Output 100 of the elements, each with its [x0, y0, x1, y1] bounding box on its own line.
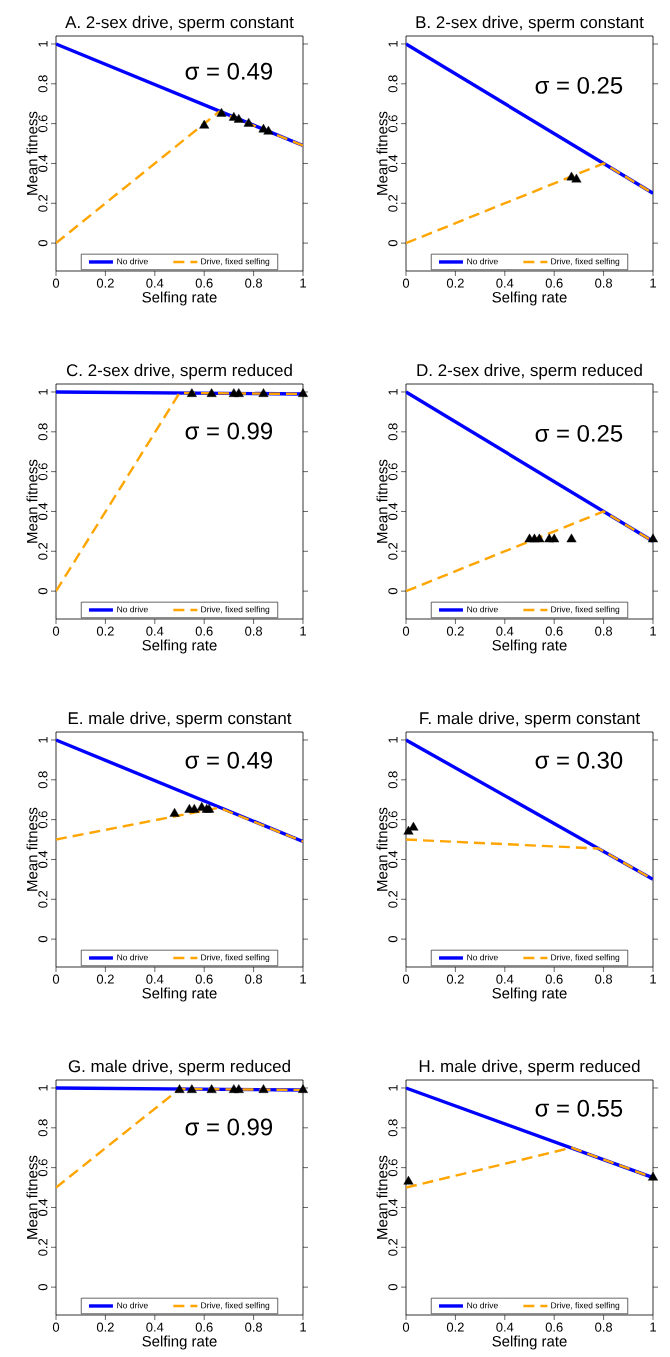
- legend-label: Drive, fixed selfing: [201, 258, 270, 267]
- y-tick-label: 0: [38, 1284, 48, 1291]
- x-tick-label: 1: [300, 278, 306, 288]
- x-tick-label: 0.6: [545, 1322, 563, 1332]
- y-tick-label: 1: [388, 388, 398, 395]
- x-tick-label: 0: [52, 626, 60, 636]
- y-tick-label: 0.8: [38, 1119, 48, 1137]
- x-axis-title: Selfing rate: [492, 639, 567, 654]
- chart-title: F. male drive, sperm constant: [420, 711, 640, 728]
- chart-title: E. male drive, sperm constant: [68, 711, 292, 728]
- y-tick-label: 1: [388, 737, 398, 743]
- x-tick-label: 0.4: [496, 974, 514, 984]
- x-tick-label: 0.8: [595, 974, 613, 984]
- legend-label: No drive: [467, 1302, 498, 1309]
- y-tick-label: 0.8: [388, 423, 398, 441]
- x-tick-label: 0.6: [195, 974, 213, 984]
- y-tick-label: 0: [388, 588, 398, 595]
- x-tick-label: 0: [402, 974, 410, 984]
- x-tick-label: 1: [300, 974, 306, 984]
- y-tick-label: 0: [38, 240, 48, 247]
- y-tick-label: 0.4: [38, 1198, 48, 1216]
- chart-title: C. 2-sex drive, sperm reduced: [66, 363, 292, 380]
- y-tick-label: 0.6: [38, 1159, 48, 1177]
- x-tick-label: 0: [402, 626, 410, 636]
- x-tick-label: 0.4: [146, 278, 164, 288]
- x-tick-label: 0.6: [545, 974, 563, 984]
- y-tick-label: 0.4: [388, 850, 398, 868]
- x-tick-label: 0.4: [146, 1322, 164, 1332]
- x-tick-label: 0.2: [96, 974, 114, 984]
- y-tick-label: 1: [388, 1085, 398, 1091]
- y-tick-label: 0: [388, 1284, 398, 1291]
- x-tick-label: 0.8: [245, 626, 263, 636]
- y-tick-label: 0.6: [38, 463, 48, 481]
- x-tick-label: 0.2: [96, 1322, 114, 1332]
- x-axis-title: Selfing rate: [142, 639, 217, 654]
- x-axis-title: Selfing rate: [142, 987, 217, 1002]
- y-axis-title: Mean fitness: [376, 807, 388, 891]
- x-tick-label: 0.4: [146, 626, 164, 636]
- y-tick-label: 0: [38, 936, 48, 943]
- legend-label: No drive: [117, 954, 148, 961]
- legend-label: No drive: [467, 258, 498, 265]
- x-tick-label: 1: [300, 1322, 306, 1332]
- legend-label: No drive: [117, 1302, 148, 1309]
- y-axis-title: Mean fitness: [376, 111, 388, 195]
- annotation: σ = 0.55: [535, 1099, 623, 1117]
- x-tick-label: 0.2: [446, 278, 464, 288]
- y-tick-label: 0.2: [38, 1238, 48, 1256]
- y-tick-label: 0.4: [38, 502, 48, 520]
- y-tick-label: 1: [38, 40, 48, 47]
- y-tick-label: 0.2: [388, 1238, 398, 1256]
- x-tick-label: 0.6: [195, 626, 213, 636]
- y-tick-label: 0.6: [388, 811, 398, 829]
- legend-label: Drive, fixed selfing: [201, 1302, 270, 1311]
- x-tick-label: 0.8: [245, 974, 263, 984]
- x-axis-title: Selfing rate: [492, 987, 567, 1002]
- y-axis-title: Mean fitness: [376, 459, 388, 543]
- y-tick-label: 0.8: [388, 1119, 398, 1137]
- legend-label: No drive: [117, 606, 148, 613]
- y-axis-title: Mean fitness: [26, 459, 38, 543]
- y-tick-label: 0.2: [388, 890, 398, 908]
- y-tick-label: 1: [38, 1085, 48, 1091]
- y-tick-label: 0: [388, 936, 398, 943]
- y-tick-label: 0.6: [38, 811, 48, 829]
- x-tick-label: 0.4: [496, 626, 514, 636]
- x-tick-label: 1: [650, 278, 656, 288]
- x-tick-label: 0.6: [545, 626, 563, 636]
- annotation: σ = 0.99: [185, 422, 273, 440]
- x-tick-label: 0.8: [245, 278, 263, 288]
- chart-title: B. 2-sex drive, sperm constant: [416, 15, 644, 32]
- annotation: σ = 0.25: [535, 76, 623, 94]
- annotation: σ = 0.30: [535, 751, 623, 769]
- legend-label: Drive, fixed selfing: [201, 606, 270, 615]
- y-tick-label: 0.8: [388, 75, 398, 93]
- legend-label: No drive: [467, 954, 498, 961]
- annotation: σ = 0.49: [185, 62, 273, 80]
- x-tick-label: 0.2: [446, 626, 464, 636]
- y-tick-label: 0.2: [38, 890, 48, 908]
- y-tick-label: 0.8: [38, 75, 48, 93]
- x-tick-label: 0: [402, 278, 410, 288]
- x-tick-label: 0.8: [595, 626, 613, 636]
- y-tick-label: 0.2: [388, 194, 398, 212]
- y-axis-title: Mean fitness: [26, 111, 38, 195]
- x-tick-label: 1: [650, 626, 656, 636]
- x-tick-label: 0.4: [146, 974, 164, 984]
- y-tick-label: 0.2: [388, 542, 398, 560]
- x-tick-label: 1: [650, 974, 656, 984]
- legend-label: Drive, fixed selfing: [551, 1302, 620, 1311]
- x-tick-label: 0: [52, 1322, 60, 1332]
- y-tick-label: 0.4: [38, 154, 48, 172]
- x-tick-label: 0.4: [496, 1322, 514, 1332]
- x-tick-label: 0: [402, 1322, 410, 1332]
- legend-label: Drive, fixed selfing: [551, 258, 620, 267]
- annotation: σ = 0.49: [185, 751, 273, 769]
- chart-title: G. male drive, sperm reduced: [68, 1059, 290, 1076]
- x-axis-title: Selfing rate: [492, 1335, 567, 1350]
- x-axis-title: Selfing rate: [492, 291, 567, 306]
- legend-label: No drive: [467, 606, 498, 613]
- y-tick-label: 0.8: [38, 423, 48, 441]
- x-tick-label: 0.2: [446, 974, 464, 984]
- x-tick-label: 0.2: [96, 278, 114, 288]
